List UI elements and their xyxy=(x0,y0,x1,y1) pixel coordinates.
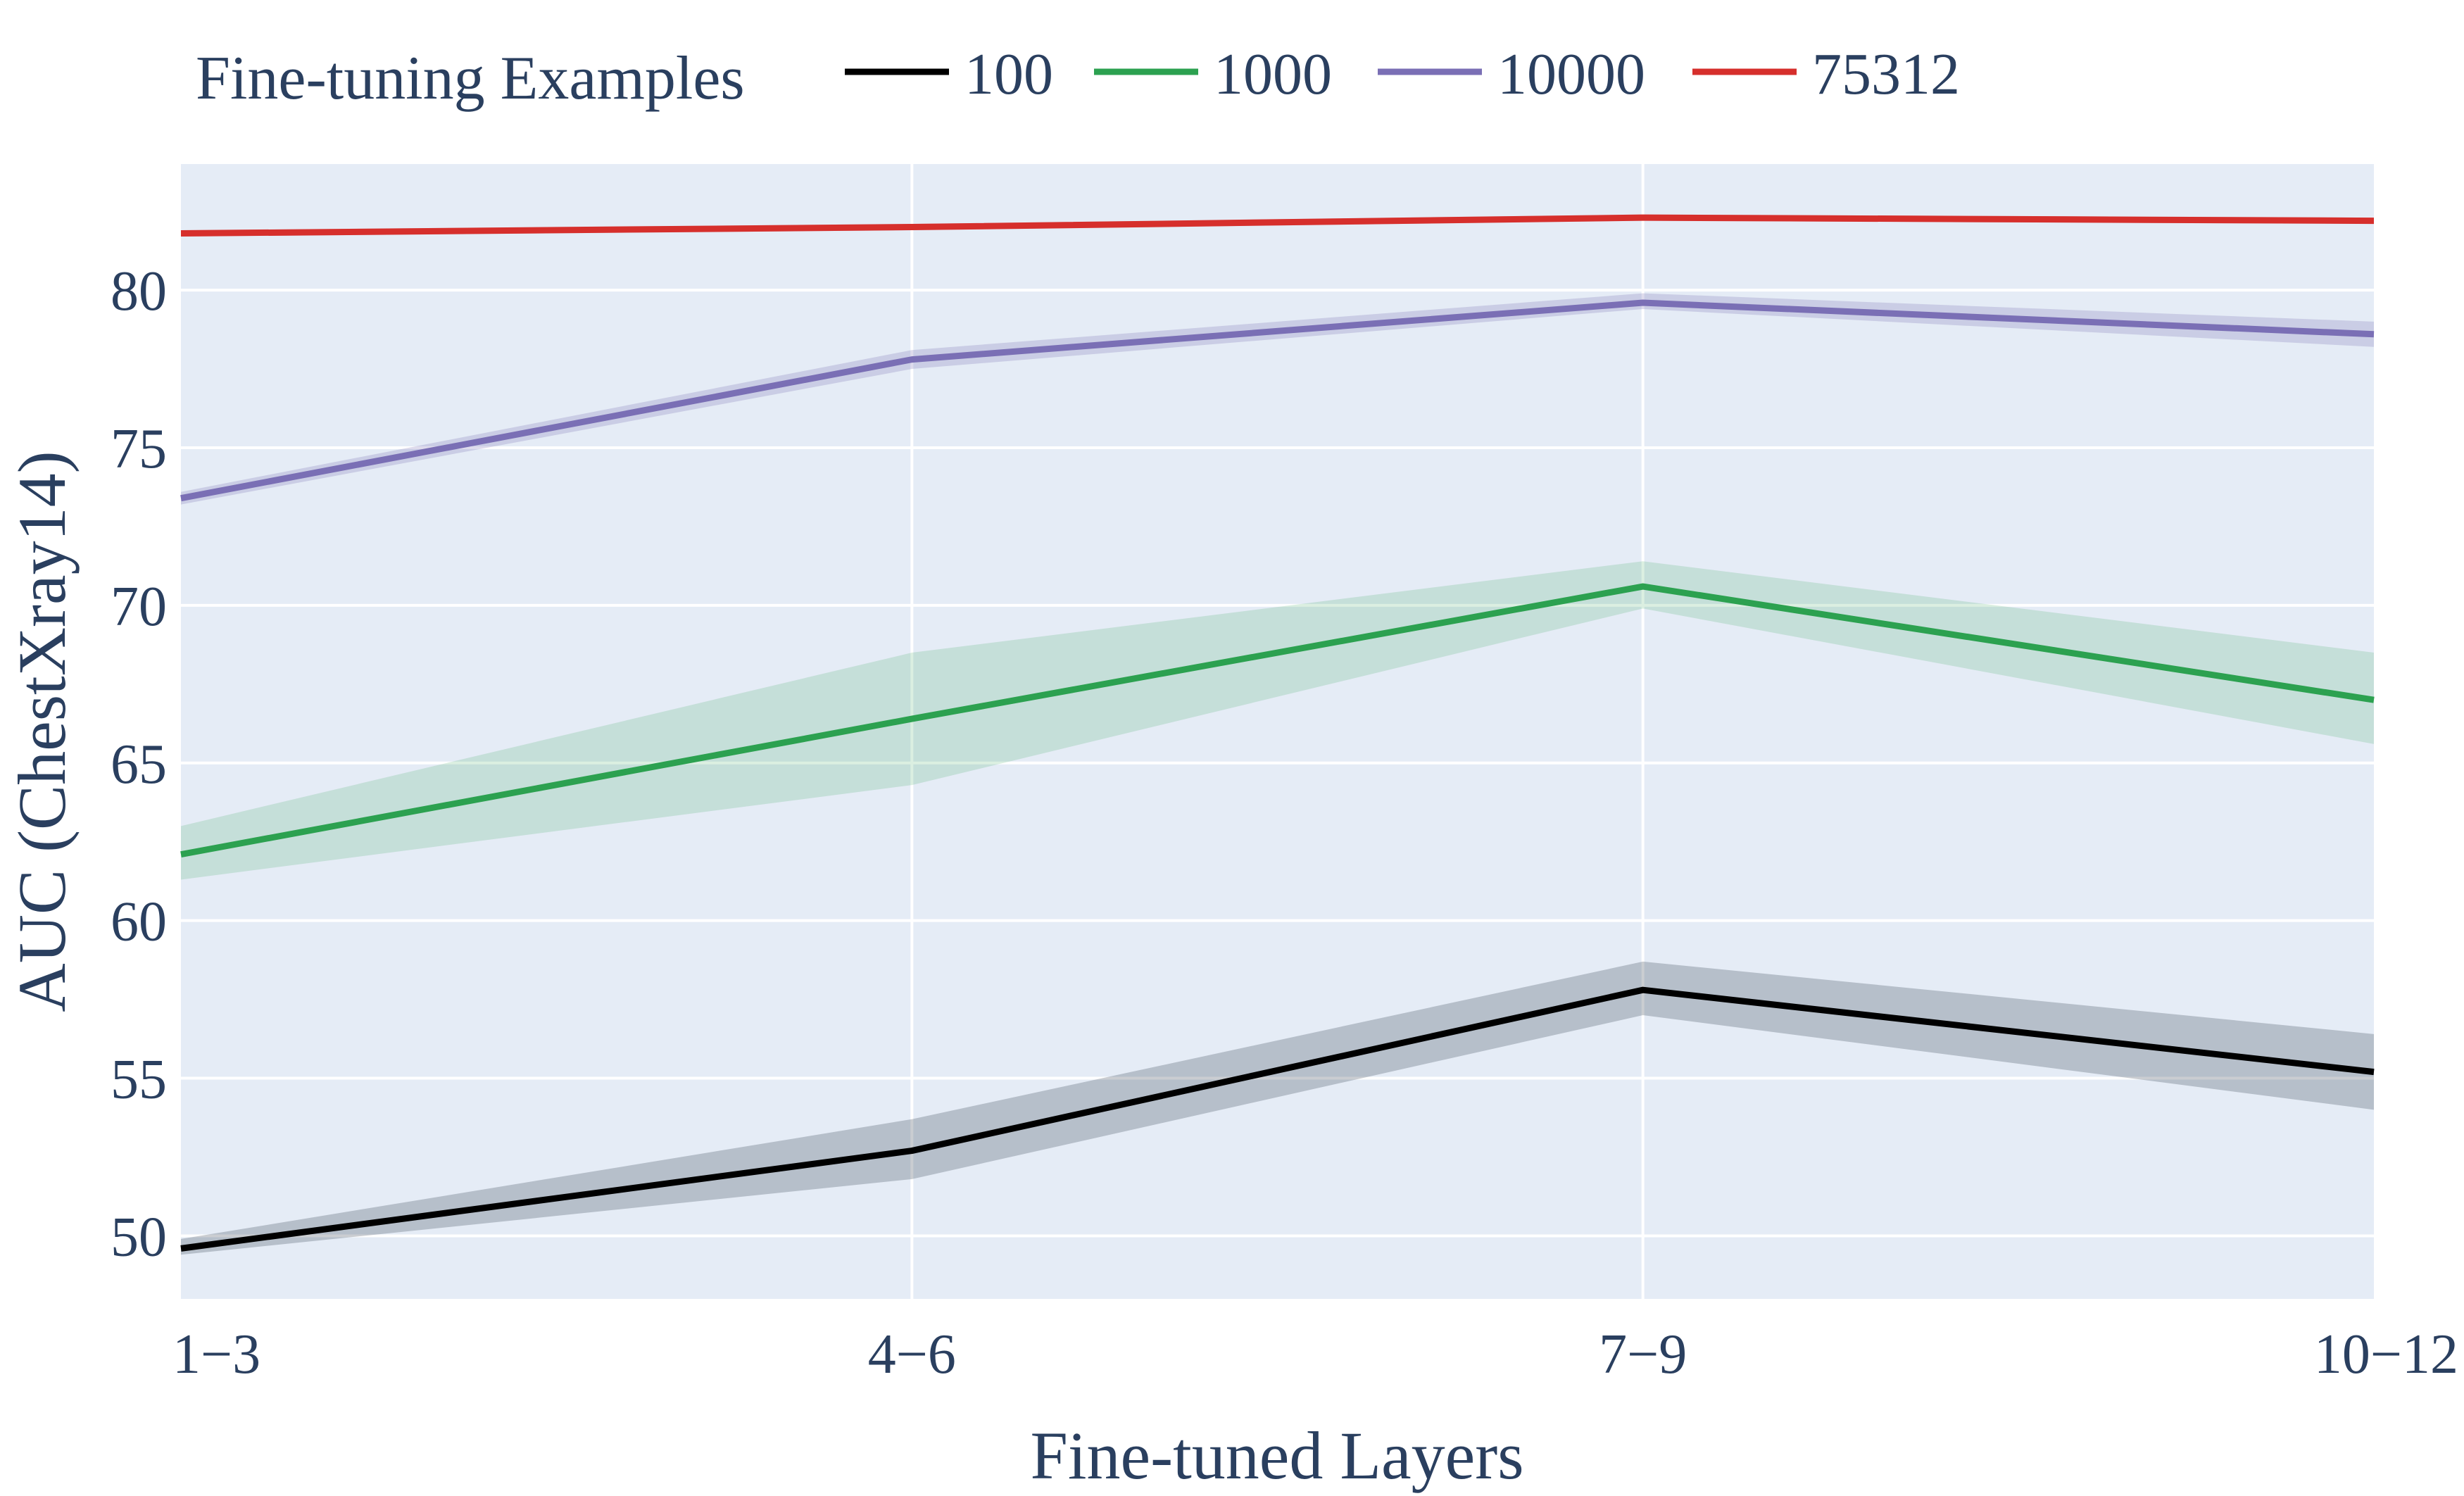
series-lines xyxy=(180,214,2375,1252)
x-tick-label-1: 4−6 xyxy=(868,1324,956,1385)
y-axis-title: AUC (ChestXray14) xyxy=(4,451,80,1012)
legend: Fine-tuning Examples 100 1000 10000 75312 xyxy=(196,42,1960,113)
band-100 xyxy=(181,961,2374,1255)
y-axis: 50 55 60 65 70 75 80 xyxy=(111,260,167,1268)
legend-title: Fine-tuning Examples xyxy=(196,44,745,113)
y-tick-label-80: 80 xyxy=(111,260,167,322)
line-series-75312 xyxy=(180,214,2375,237)
band-1000 xyxy=(181,561,2374,880)
line-series-10000 xyxy=(180,299,2375,502)
x-tick-label-3: 10−12 xyxy=(2314,1324,2458,1385)
y-tick-label-50: 50 xyxy=(111,1206,167,1268)
legend-label-100: 100 xyxy=(964,42,1053,107)
legend-label-75312: 75312 xyxy=(1812,42,1960,107)
x-axis: 1−3 4−6 7−9 10−12 xyxy=(172,1324,2458,1385)
band-10000 xyxy=(181,293,2374,505)
legend-label-10000: 10000 xyxy=(1497,42,1645,107)
y-tick-label-65: 65 xyxy=(111,734,167,796)
y-tick-label-70: 70 xyxy=(111,576,167,638)
y-tick-label-60: 60 xyxy=(111,891,167,953)
line-series-100 xyxy=(180,986,2375,1252)
grid xyxy=(181,164,2374,1299)
legend-label-1000: 1000 xyxy=(1214,42,1332,107)
x-tick-label-0: 1−3 xyxy=(172,1324,260,1385)
y-tick-label-55: 55 xyxy=(111,1049,167,1111)
y-tick-label-75: 75 xyxy=(111,418,167,480)
x-tick-label-2: 7−9 xyxy=(1599,1324,1687,1385)
line-series-1000 xyxy=(180,583,2375,858)
x-axis-title: Fine-tuned Layers xyxy=(1030,1418,1523,1493)
plot-area xyxy=(181,164,2374,1299)
